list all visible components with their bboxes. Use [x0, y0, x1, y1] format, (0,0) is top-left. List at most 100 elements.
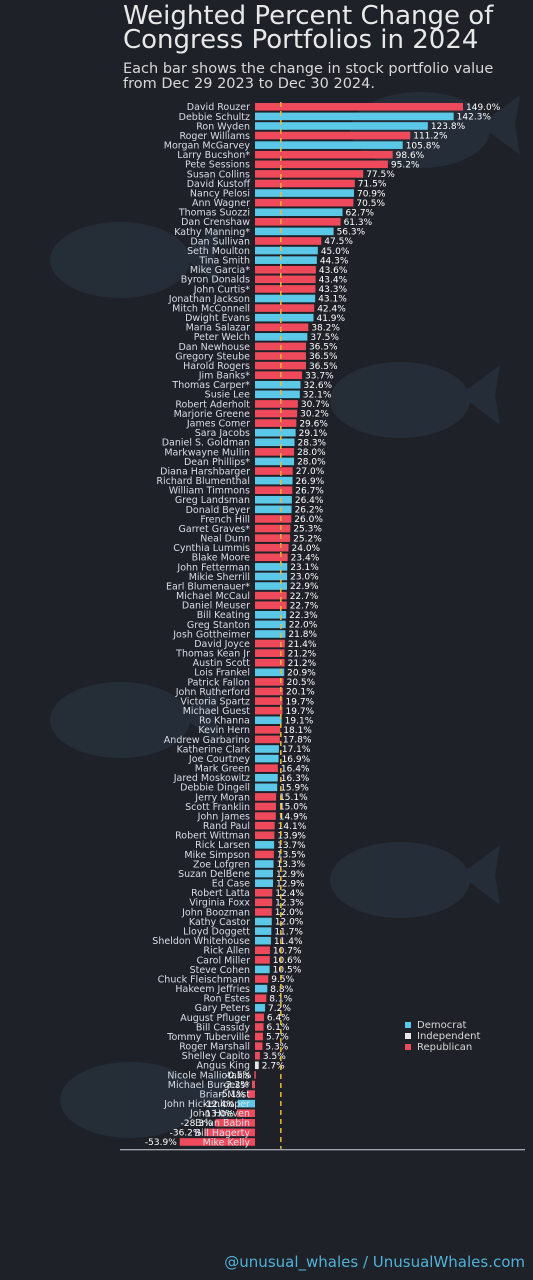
- bar: [255, 936, 271, 945]
- bar: [254, 1071, 256, 1079]
- bar-value-label: 26.2%: [295, 506, 324, 516]
- bar-value-label: 149.0%: [466, 103, 501, 113]
- legend-label: Independent: [417, 1031, 480, 1042]
- bar-value-label: 70.5%: [356, 199, 385, 209]
- bar-name-label: Kathy Castor: [189, 917, 250, 928]
- bar-name-label: Robert Latta: [191, 888, 250, 899]
- bar-value-label: 26.0%: [294, 515, 323, 525]
- bar-value-label: 62.7%: [346, 208, 375, 218]
- bar-name-label: Mike Simpson: [184, 850, 250, 861]
- bar-value-label: 27.0%: [296, 467, 325, 477]
- bar-value-label: 20.5%: [287, 678, 316, 688]
- bar-name-label: Seth Moulton: [187, 246, 250, 257]
- bar-value-label: 7.2%: [268, 1004, 291, 1014]
- bar-name-label: Michael Guest: [183, 706, 251, 717]
- bar: [255, 160, 388, 169]
- bar: [255, 122, 428, 130]
- bar-value-label: 36.5%: [309, 352, 338, 362]
- bar-value-label: 22.9%: [290, 582, 319, 592]
- bar: [255, 754, 279, 763]
- bar: [204, 1128, 255, 1137]
- bar-name-label: Virginia Foxx: [189, 898, 250, 909]
- legend-swatch: [405, 1044, 411, 1050]
- bar: [255, 304, 315, 312]
- bar-value-label: 12.9%: [276, 879, 305, 889]
- bar-value-label: 42.4%: [317, 304, 346, 314]
- bar-name-label: Daniel S. Goldman: [162, 438, 250, 449]
- bar-name-label: Katherine Clark: [177, 744, 251, 755]
- bar: [255, 515, 292, 523]
- bar-name-label: Ro Khanna: [199, 716, 250, 727]
- bar: [255, 946, 270, 955]
- bar-value-label: 37.5%: [310, 333, 339, 343]
- bar: [255, 812, 276, 820]
- bar: [255, 524, 291, 533]
- bar-name-label: James Comer: [186, 418, 250, 429]
- bar-name-label: Neal Dunn: [200, 534, 250, 545]
- legend-label: Republican: [417, 1042, 472, 1053]
- bar: [255, 246, 318, 255]
- bar-value-label: 21.8%: [288, 630, 317, 640]
- bar-value-label: -5.1%: [219, 1090, 246, 1100]
- bar-value-label: 11.4%: [274, 937, 303, 947]
- bar-value-label: 23.4%: [291, 553, 320, 563]
- bar-name-label: John Fetterman: [176, 562, 250, 573]
- bar-name-label: Susie Lee: [205, 390, 250, 401]
- bar: [255, 984, 268, 993]
- bar-name-label: Pete Sessions: [185, 160, 250, 171]
- bar-value-label: 21.4%: [288, 640, 317, 650]
- bar: [255, 572, 288, 581]
- bar-value-label: 28.3%: [298, 438, 327, 448]
- bar-value-label: 28.0%: [297, 458, 326, 468]
- bar-value-label: 18.1%: [283, 726, 312, 736]
- bar: [255, 668, 285, 677]
- bar: [255, 380, 301, 389]
- bar-value-label: 19.7%: [286, 707, 315, 717]
- bar-value-label: 15.9%: [280, 784, 309, 794]
- bar: [255, 630, 286, 638]
- bar-value-label: 111.2%: [413, 132, 448, 142]
- bar-name-label: John James: [197, 811, 250, 822]
- bar-name-label: Ed Case: [212, 879, 250, 890]
- whale-watermark: [330, 842, 500, 918]
- bar-value-label: 13.5%: [277, 851, 306, 861]
- bar-name-label: Jared Moskowitz: [173, 773, 250, 784]
- bar: [255, 831, 275, 840]
- bar-value-label: -36.2%: [170, 1129, 202, 1139]
- bar-name-label: Mitch McConnell: [172, 303, 250, 314]
- bar: [255, 189, 354, 197]
- bar: [255, 323, 309, 332]
- bar-value-label: 26.4%: [295, 496, 324, 506]
- bar-name-label: John Rutherford: [175, 687, 250, 698]
- bar: [255, 783, 278, 792]
- whale-watermark: [50, 682, 220, 758]
- bar-value-label: 36.5%: [309, 362, 338, 372]
- bar-name-label: Josh Gottheimer: [172, 629, 250, 640]
- bar-value-label: 8.8%: [270, 985, 293, 995]
- bar-value-label: 8.1%: [269, 994, 292, 1004]
- bar: [255, 265, 316, 274]
- bar-value-label: 15.0%: [279, 803, 308, 813]
- bar-value-label: 32.6%: [304, 381, 333, 391]
- bar-value-label: 22.7%: [290, 592, 319, 602]
- bar-value-label: 45.0%: [321, 247, 350, 257]
- bar-value-label: 12.3%: [275, 899, 304, 909]
- bar-name-label: John Hoeven: [189, 1109, 250, 1120]
- bar-name-label: Gary Peters: [195, 1003, 250, 1014]
- bar-value-label: -53.9%: [145, 1138, 177, 1148]
- bar-name-label: Greg Stanton: [187, 620, 250, 631]
- bar: [255, 1013, 264, 1022]
- bar-name-label: Mike Garcia*: [190, 265, 250, 276]
- bar-name-label: French Hill: [200, 514, 250, 525]
- bar-value-label: 10.6%: [273, 956, 302, 966]
- bar-name-label: Scott Franklin: [185, 802, 250, 813]
- bar-name-label: Dean Phillips*: [184, 457, 250, 468]
- bar-value-label: 5.3%: [265, 1042, 288, 1052]
- bar-value-label: 26.9%: [296, 477, 325, 487]
- bar-value-label: 33.7%: [305, 371, 334, 381]
- bar-value-label: 15.1%: [279, 793, 308, 803]
- footer-credit[interactable]: @unusual_whales / UnusualWhales.com: [224, 1253, 525, 1271]
